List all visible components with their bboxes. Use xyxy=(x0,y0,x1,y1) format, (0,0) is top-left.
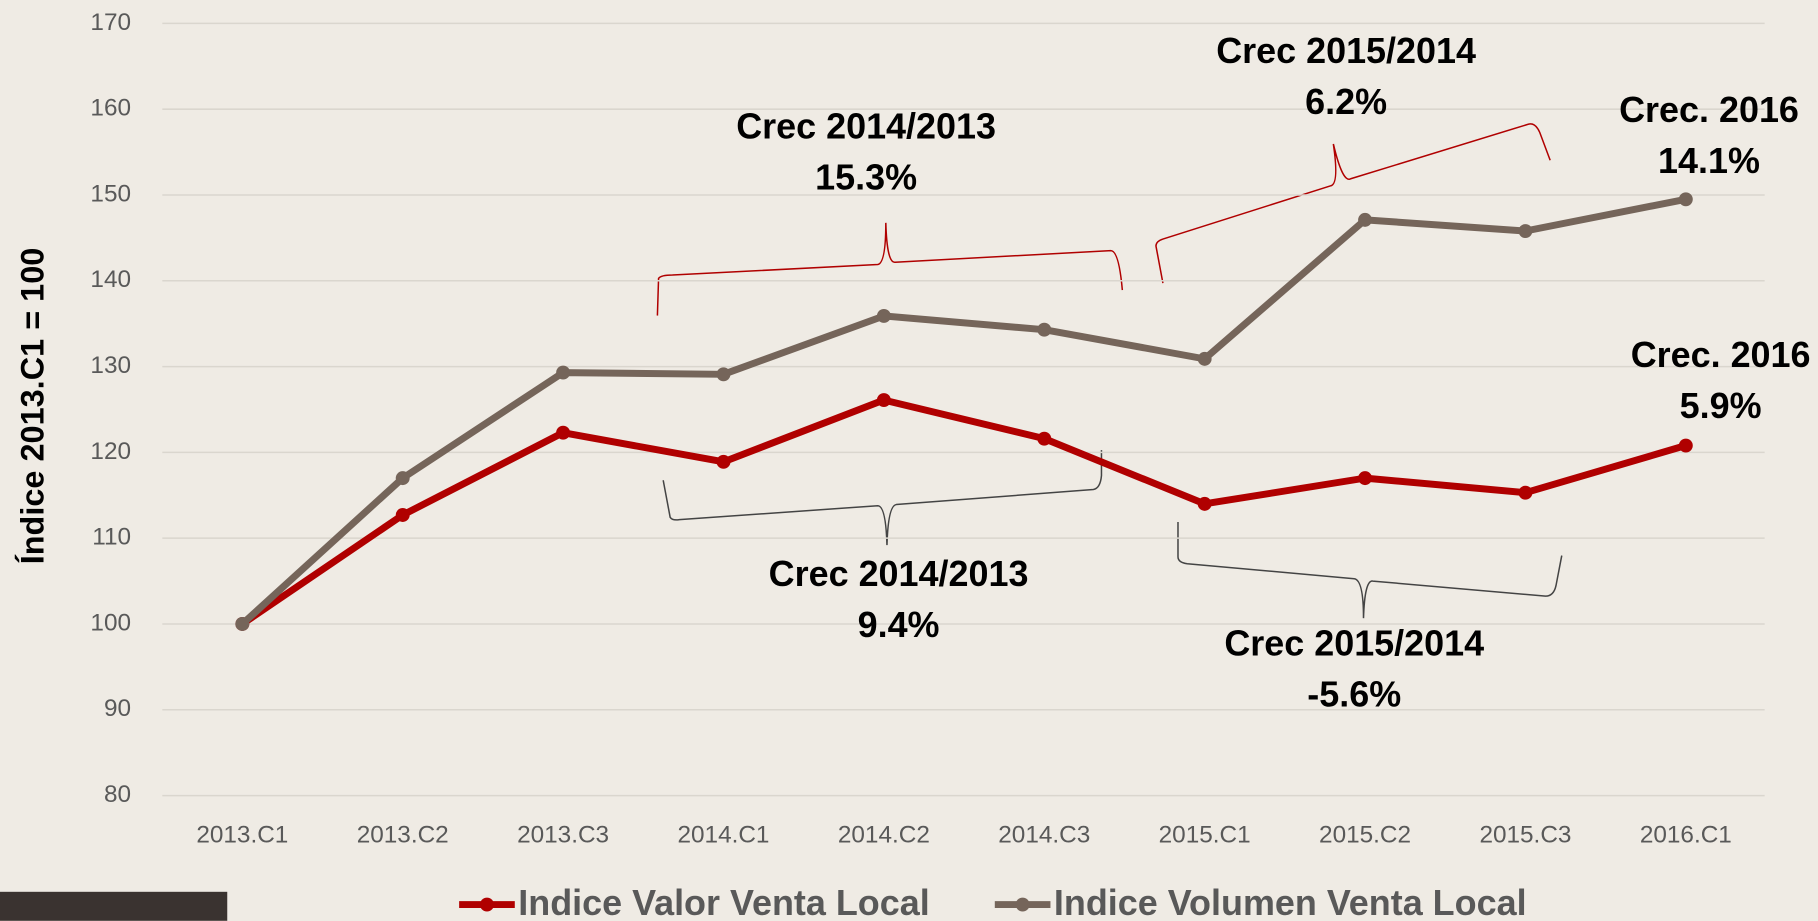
bracket xyxy=(1177,521,1563,619)
data-point xyxy=(395,508,410,522)
logo xyxy=(0,891,228,921)
y-tick-label: 130 xyxy=(90,352,131,379)
legend-label: Indice Volumen Venta Local xyxy=(1054,882,1527,921)
annotation: 6.2% xyxy=(1305,81,1387,122)
data-point xyxy=(876,309,891,323)
data-point xyxy=(716,454,731,469)
annotation: Crec 2014/2013 xyxy=(736,105,996,146)
series-line xyxy=(239,195,1687,627)
bracket xyxy=(662,450,1103,546)
data-point xyxy=(1037,431,1052,446)
y-tick-label: 80 xyxy=(104,781,131,808)
bracket xyxy=(1155,123,1551,284)
data-point xyxy=(1197,351,1212,366)
y-tick-label: 90 xyxy=(104,695,131,722)
legend-label: Indice Valor Venta Local xyxy=(518,882,929,921)
y-tick-label: 170 xyxy=(90,9,131,36)
x-tick-label: 2014.C3 xyxy=(998,822,1090,849)
y-tick-label: 160 xyxy=(90,95,131,122)
y-tick-label: 150 xyxy=(90,180,131,207)
data-point xyxy=(556,425,571,440)
bracket xyxy=(656,222,1124,316)
x-tick-label: 2015.C3 xyxy=(1479,822,1571,849)
data-point xyxy=(716,367,731,382)
x-tick-label: 2015.C1 xyxy=(1159,822,1251,849)
x-tick-label: 2013.C3 xyxy=(517,822,609,849)
y-tick-label: 100 xyxy=(90,609,131,636)
annotation: Crec 2015/2014 xyxy=(1224,623,1484,664)
data-point xyxy=(1518,485,1533,500)
annotation: -5.6% xyxy=(1307,674,1401,715)
y-axis-label: Índice 2013.C1 = 100 xyxy=(13,248,50,565)
x-tick-label: 2014.C1 xyxy=(677,822,769,849)
annotation: Crec 2015/2014 xyxy=(1216,30,1476,71)
annotation: 15.3% xyxy=(815,156,917,197)
x-tick-label: 2016.C1 xyxy=(1640,822,1732,849)
annotation: 14.1% xyxy=(1658,140,1760,181)
data-point xyxy=(1358,471,1373,486)
legend-marker xyxy=(480,897,494,912)
data-point xyxy=(1358,212,1373,227)
x-tick-label: 2013.C1 xyxy=(196,822,288,849)
annotation: 5.9% xyxy=(1680,385,1762,426)
annotation: Crec. 2016 xyxy=(1619,89,1799,130)
data-point xyxy=(1037,322,1052,337)
brackets xyxy=(656,123,1563,619)
data-point xyxy=(1197,496,1212,511)
series-line xyxy=(240,396,1687,627)
annotation: Crec 2014/2013 xyxy=(769,553,1029,594)
x-tick-label: 2015.C2 xyxy=(1319,822,1411,849)
y-tick-label: 120 xyxy=(90,438,131,465)
y-tick-label: 140 xyxy=(90,266,131,293)
data-point xyxy=(235,617,250,631)
data-point xyxy=(876,393,891,408)
legend-marker xyxy=(1015,897,1030,912)
y-tick-label: 110 xyxy=(92,524,131,551)
data-point xyxy=(395,471,410,486)
data-point xyxy=(1678,438,1693,453)
data-point xyxy=(556,365,571,380)
data-point xyxy=(1678,192,1693,207)
annotation: 9.4% xyxy=(858,604,940,645)
data-point xyxy=(1518,224,1533,238)
x-tick-label: 2014.C2 xyxy=(838,822,930,849)
x-tick-label: 2013.C2 xyxy=(357,822,449,849)
annotation: Crec. 2016 xyxy=(1631,334,1811,375)
